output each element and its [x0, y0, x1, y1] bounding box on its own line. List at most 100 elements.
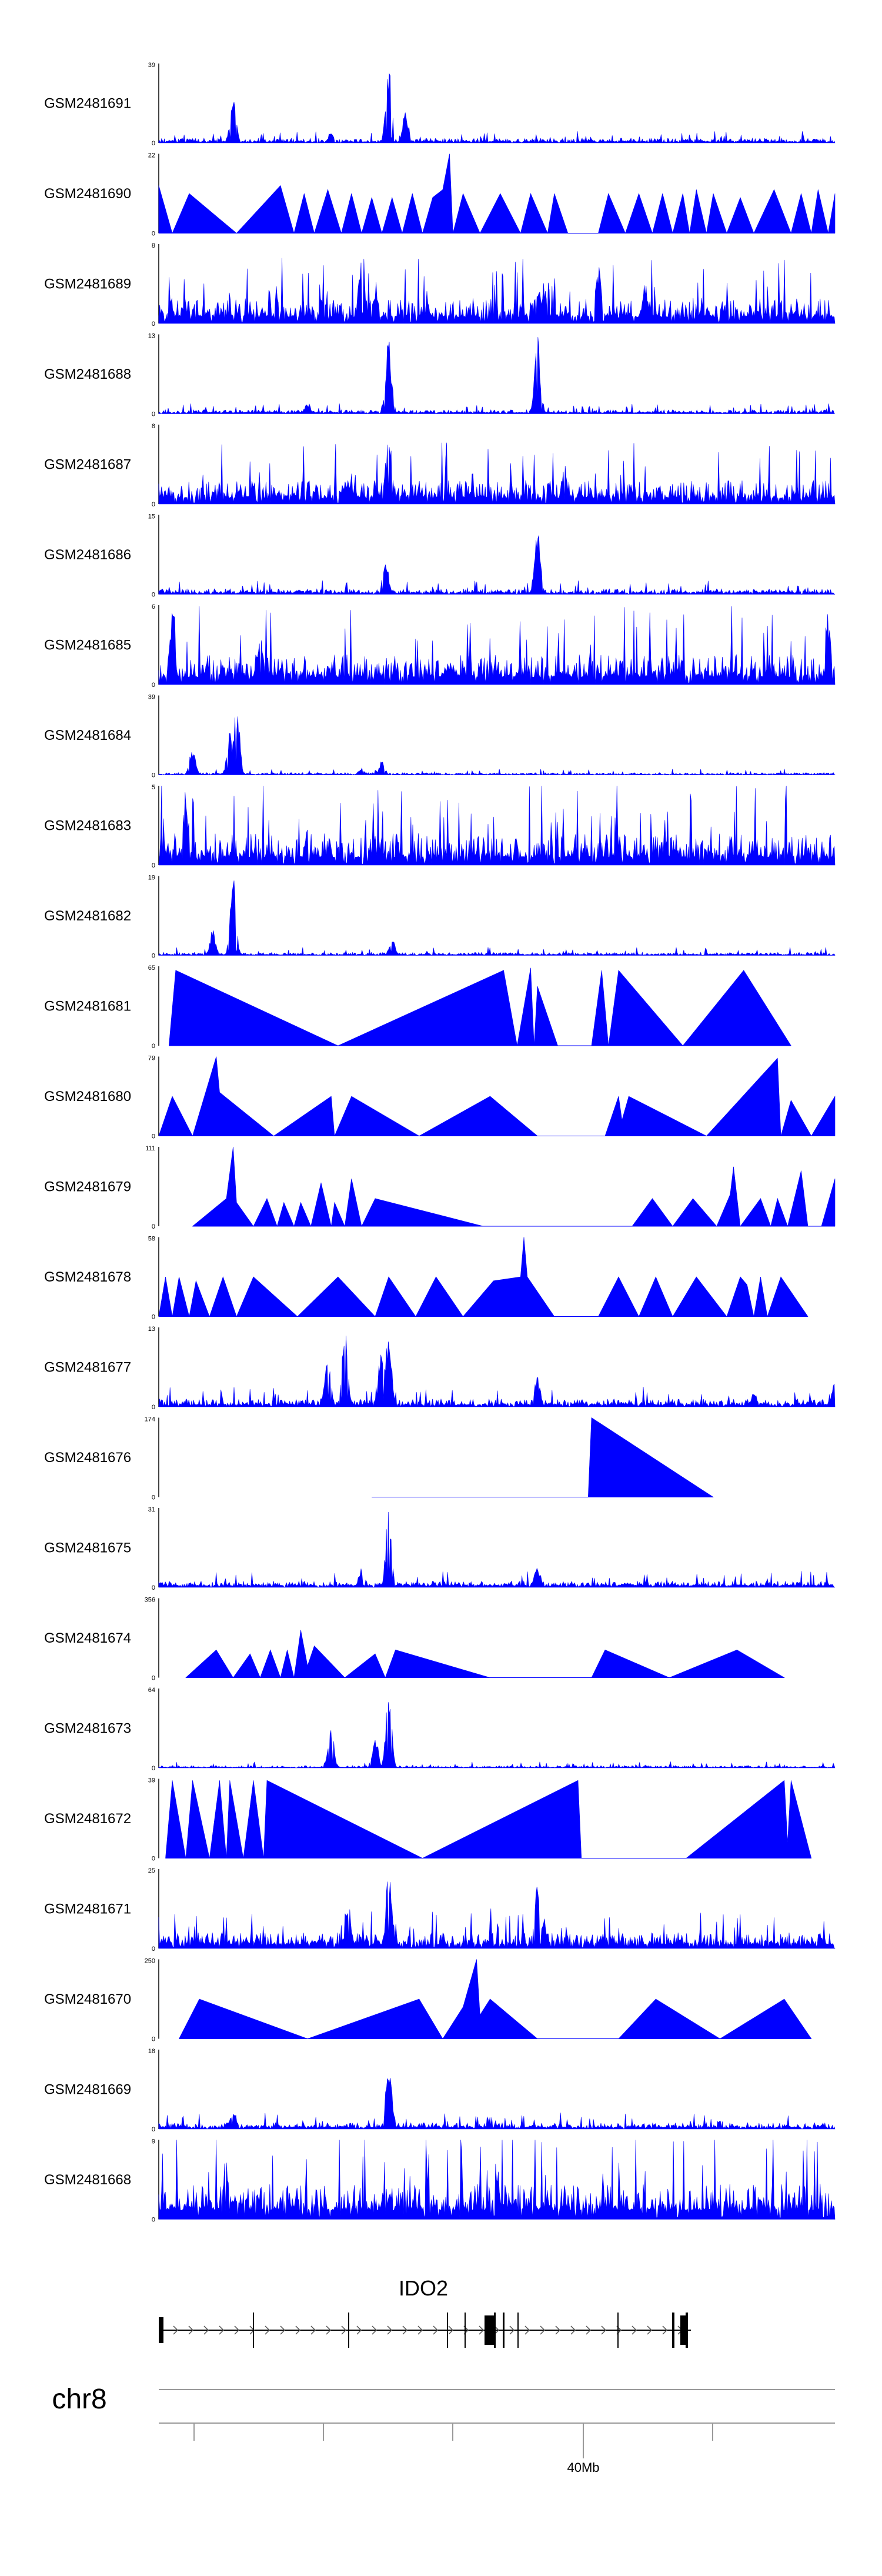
track-ymin-label: 0	[152, 1133, 155, 1140]
track-label: GSM2481678	[44, 1269, 131, 1285]
strand-arrow	[479, 2325, 485, 2335]
track-signal-area	[158, 442, 836, 505]
track-ymax-label: 8	[152, 242, 155, 249]
track-ymin-label: 0	[152, 1946, 155, 1953]
track-label: GSM2481676	[44, 1450, 131, 1466]
track-ymin-label: 0	[152, 1223, 155, 1230]
track-label: GSM2481690	[44, 186, 131, 202]
track-signal-area	[158, 2077, 836, 2130]
track-signal-area	[158, 716, 836, 776]
exon	[465, 2313, 466, 2348]
strand-arrow	[647, 2325, 653, 2335]
signal-tracks: GSM2481691390GSM2481690220GSM248168980GS…	[44, 62, 836, 2224]
track-signal-area	[158, 154, 836, 234]
strand-arrow	[234, 2325, 240, 2335]
strand-arrow	[356, 2325, 362, 2335]
track-label: GSM2481669	[44, 2082, 131, 2098]
track-gsm2481668: GSM2481668 9 0	[44, 2138, 836, 2224]
track-label: GSM2481671	[44, 1901, 131, 1917]
track-ymax-label: 65	[148, 965, 155, 972]
track-ymax-label: 31	[148, 1506, 155, 1513]
track-gsm2481682: GSM2481682 19 0	[44, 875, 836, 960]
track-signal-area	[158, 1702, 836, 1769]
track-signal-area	[168, 967, 791, 1046]
track-signal-area	[165, 1780, 812, 1858]
track-ymax-label: 19	[148, 875, 155, 882]
gene-name-label: IDO2	[399, 2276, 448, 2300]
strand-arrow	[173, 2325, 179, 2335]
exon	[494, 2313, 496, 2348]
track-ymax-label: 39	[148, 1777, 155, 1784]
genome-axis-ticks	[193, 2423, 713, 2458]
track-ymax-label: 15	[148, 513, 155, 520]
track-gsm2481674: GSM2481674 356 0	[44, 1597, 785, 1682]
track-label: GSM2481677	[44, 1360, 131, 1376]
track-gsm2481671: GSM2481671 25 0	[44, 1867, 836, 1953]
track-signal-area	[158, 73, 836, 144]
track-label: GSM2481683	[44, 818, 131, 834]
track-ymax-label: 8	[152, 423, 155, 430]
track-signal-area	[192, 1146, 836, 1227]
track-signal-area	[185, 1630, 785, 1679]
track-signal-area	[158, 606, 836, 685]
track-ymin-label: 0	[152, 321, 155, 328]
track-gsm2481681: GSM2481681 65 0	[44, 965, 791, 1050]
strand-arrow	[188, 2325, 194, 2335]
track-gsm2481690: GSM2481690 22 0	[44, 152, 836, 238]
chromosome-ideogram: chr8 40Mb	[52, 2384, 835, 2475]
track-signal-area	[158, 1335, 836, 1407]
gene-exons	[159, 2313, 688, 2348]
strand-arrow	[509, 2325, 515, 2335]
track-ymax-label: 79	[148, 1055, 155, 1062]
strand-arrow	[433, 2325, 439, 2335]
track-ymin-label: 0	[152, 682, 155, 689]
track-signal-area	[179, 1959, 812, 2040]
exon	[485, 2315, 494, 2345]
strand-arrow	[219, 2325, 225, 2335]
track-ymin-label: 0	[152, 862, 155, 869]
track-ymin-label: 0	[152, 501, 155, 508]
track-ymax-label: 111	[145, 1145, 155, 1152]
track-ymin-label: 0	[152, 411, 155, 418]
track-label: GSM2481674	[44, 1630, 131, 1646]
track-ymax-label: 13	[148, 333, 155, 340]
track-ymin-label: 0	[152, 140, 155, 147]
track-ymin-label: 0	[152, 1584, 155, 1591]
strand-arrow	[265, 2325, 270, 2335]
track-signal-area	[158, 258, 836, 324]
track-ymax-label: 64	[148, 1687, 155, 1694]
track-ymin-label: 0	[152, 953, 155, 960]
track-signal-area	[158, 1056, 836, 1137]
track-gsm2481680: GSM2481680 79 0	[44, 1055, 836, 1140]
track-label: GSM2481687	[44, 457, 131, 473]
exon	[686, 2313, 688, 2348]
track-ymax-label: 18	[148, 2048, 155, 2055]
track-label: GSM2481675	[44, 1540, 131, 1556]
strand-arrow	[280, 2325, 286, 2335]
track-gsm2481679: GSM2481679 111 0	[44, 1145, 836, 1230]
track-gsm2481691: GSM2481691 39 0	[44, 62, 836, 147]
track-label: GSM2481682	[44, 908, 131, 924]
strand-arrow	[555, 2325, 561, 2335]
track-signal-area	[372, 1417, 714, 1497]
track-ymin-label: 0	[152, 1856, 155, 1863]
track-ymax-label: 39	[148, 62, 155, 69]
track-ymax-label: 25	[148, 1867, 155, 1874]
strand-arrow	[662, 2325, 668, 2335]
track-ymin-label: 0	[152, 1765, 155, 1772]
track-label: GSM2481668	[44, 2172, 131, 2188]
track-signal-area	[158, 337, 836, 415]
strand-arrow	[203, 2325, 209, 2335]
strand-arrow	[310, 2325, 316, 2335]
track-gsm2481688: GSM2481688 13 0	[44, 333, 836, 418]
exon	[503, 2313, 505, 2348]
track-gsm2481670: GSM2481670 250 0	[44, 1958, 812, 2043]
track-ymin-label: 0	[152, 231, 155, 238]
track-gsm2481675: GSM2481675 31 0	[44, 1506, 836, 1591]
strand-arrow	[372, 2325, 377, 2335]
exon	[672, 2313, 674, 2348]
gene-strand-arrows	[173, 2325, 683, 2335]
track-signal-area	[158, 1511, 836, 1588]
strand-arrow	[295, 2325, 301, 2335]
strand-arrow	[341, 2325, 347, 2335]
